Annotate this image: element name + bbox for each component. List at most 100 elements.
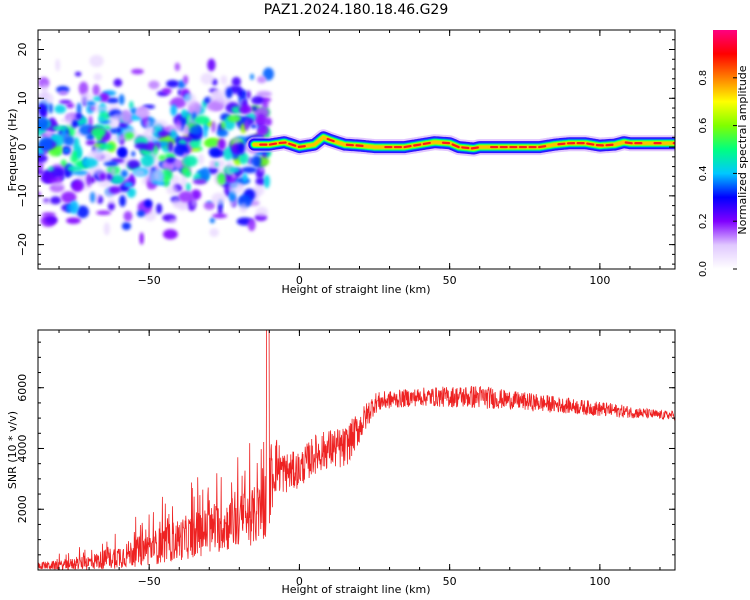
spectrogram-blob — [172, 197, 180, 208]
spectrogram-blob — [38, 154, 48, 163]
y-tick-label: −20 — [16, 233, 29, 256]
ridge-peak — [557, 142, 566, 146]
spectrogram-blob — [255, 177, 266, 186]
spectrogram-blob — [117, 147, 127, 158]
spectrogram-blob — [121, 222, 132, 231]
spectrogram-blob — [211, 192, 226, 206]
spectrogram-blob — [126, 187, 136, 198]
y-tick-label: −10 — [16, 184, 29, 207]
ridge-peak — [297, 145, 306, 148]
spectrogram-y-ticks: −20 −10 0 10 20 — [16, 29, 675, 265]
spectrogram-blob — [262, 67, 274, 81]
spectrogram-blob — [184, 170, 192, 178]
spectrogram-blob — [158, 154, 167, 161]
snr-x-label: Height of straight line (km) — [281, 583, 430, 596]
spectrogram-blob — [239, 202, 248, 214]
spectrogram-blob — [241, 89, 247, 98]
spectrogram-blob — [259, 166, 265, 172]
spectrogram-blob — [98, 92, 110, 103]
spectrogram-blob — [52, 125, 67, 131]
spectrogram-blob — [72, 150, 79, 159]
ridge-peak — [470, 146, 479, 150]
x-tick-label: −50 — [138, 575, 161, 588]
spectrogram-blob — [108, 199, 116, 204]
spectrogram-blob — [69, 200, 79, 214]
spectrogram-blob — [41, 212, 56, 217]
spectrogram-blob — [238, 104, 253, 114]
x-tick-label: 100 — [589, 274, 610, 287]
spectrogram-blob — [223, 146, 233, 161]
spectrogram-blob — [76, 112, 82, 120]
spectrogram-blob — [127, 159, 141, 170]
spectrogram-blob — [118, 122, 129, 129]
colorbar-tick-label: 0.2 — [698, 213, 709, 229]
colorbar-tick-label: 0.0 — [698, 261, 709, 277]
y-tick-label: 2000 — [16, 495, 29, 523]
spectrogram-blob — [227, 115, 241, 123]
spectrogram-blob — [97, 105, 109, 112]
spectrogram-blob — [91, 127, 106, 138]
spectrogram-blob — [120, 169, 129, 178]
spectrogram-blob — [109, 166, 117, 176]
spectrogram-blob — [228, 167, 241, 173]
spectrogram-blob — [180, 175, 188, 188]
spectrogram-blob — [244, 119, 249, 131]
spectrogram-blob — [207, 167, 219, 175]
x-tick-label: −50 — [138, 274, 161, 287]
spectrogram-blob — [237, 142, 246, 155]
snr-y-label: SNR (10 * v/v) — [6, 411, 19, 489]
spectrogram-blob — [65, 102, 75, 109]
spectrogram-blob — [174, 62, 181, 72]
spectrogram-blob — [71, 120, 78, 129]
spectrogram-blob — [38, 102, 48, 116]
spectrogram-blob — [96, 210, 112, 216]
spectrogram-blob — [92, 96, 102, 102]
spectrogram-blob — [106, 173, 113, 181]
spectrogram-blob — [250, 123, 258, 129]
spectrogram-blob — [252, 184, 265, 196]
figure-title: PAZ1.2024.180.18.46.G29 — [264, 2, 449, 18]
spectrogram-blob — [63, 148, 70, 153]
spectrogram-y-label: Frequency (Hz) — [6, 109, 19, 192]
spectrogram-blob — [220, 75, 228, 85]
colorbar: 0.0 0.2 0.4 0.6 0.8 Normalized spectral ampl… — [698, 30, 749, 277]
spectrogram-blob — [220, 120, 226, 130]
ridge-peak — [413, 143, 422, 147]
ridge-peak — [422, 141, 431, 146]
spectrogram-blob — [184, 124, 190, 136]
spectrogram-blob — [217, 138, 226, 150]
spectrogram-blob — [247, 218, 256, 232]
spectrogram-blob — [162, 229, 178, 240]
spectrogram-blob — [135, 108, 151, 118]
spectrogram-blob — [140, 155, 154, 167]
spectrogram-blob — [134, 142, 149, 150]
spectrogram-blob — [209, 160, 216, 170]
spectrogram-blob — [228, 181, 244, 195]
spectrogram-blob — [254, 114, 269, 126]
spectrogram-blob — [59, 99, 72, 104]
spectrogram-blob — [63, 135, 75, 146]
spectrogram-blob — [205, 138, 219, 147]
spectrogram-blob — [123, 182, 134, 188]
spectrogram-blob — [111, 134, 125, 142]
spectrogram-blob — [211, 120, 216, 133]
spectrogram-blob — [176, 201, 189, 211]
spectrogram-blob — [90, 191, 95, 203]
spectrogram-blob — [200, 72, 214, 85]
spectrogram-blob — [250, 73, 255, 80]
spectrogram-blob — [38, 170, 46, 175]
spectrogram-blob — [66, 114, 73, 129]
spectrogram-blob — [110, 174, 125, 184]
spectrogram-blob — [78, 81, 89, 96]
spectrogram-blob — [231, 76, 241, 87]
spectrogram-blob — [186, 182, 191, 192]
spectrogram-blob — [99, 143, 115, 150]
spectrogram-blob — [256, 76, 267, 84]
spectrogram-blob — [145, 119, 152, 133]
spectrogram-blob — [169, 174, 181, 185]
spectrogram-blob — [181, 109, 187, 119]
spectrogram-blob — [253, 107, 270, 119]
spectrogram-blob — [131, 150, 136, 157]
spectrogram-blob — [113, 78, 123, 87]
spectrogram-blob — [209, 217, 216, 224]
